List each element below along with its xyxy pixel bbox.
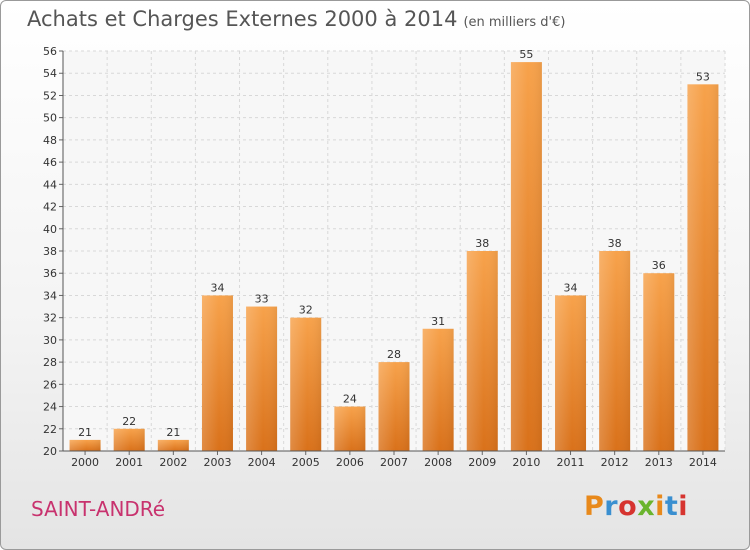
y-tick-label: 52 [43, 89, 57, 102]
logo-letter: o [618, 491, 638, 522]
bar-shade [555, 295, 587, 451]
data-label: 21 [78, 426, 92, 439]
bar-shade [290, 317, 322, 451]
bar-shade [643, 273, 675, 451]
y-tick-label: 32 [43, 312, 57, 325]
bar-shade [687, 84, 719, 451]
data-label: 33 [255, 293, 269, 306]
data-label: 38 [475, 237, 489, 250]
bar-shade [334, 406, 366, 451]
chart-title: Achats et Charges Externes 2000 à 2014 (e… [27, 7, 565, 31]
data-label: 28 [387, 348, 401, 361]
logo-letter: r [604, 491, 619, 522]
data-label: 22 [122, 415, 136, 428]
y-tick-label: 40 [43, 223, 57, 236]
bar-shade [201, 295, 233, 451]
logo-letter: i [678, 491, 689, 522]
x-tick-label: 2007 [380, 456, 408, 469]
x-tick-label: 2010 [512, 456, 540, 469]
y-tick-label: 34 [43, 289, 57, 302]
bars [69, 62, 719, 451]
x-tick-label: 2004 [248, 456, 276, 469]
x-tick-label: 2005 [292, 456, 320, 469]
y-tick-label: 54 [43, 67, 57, 80]
bar-shade [510, 62, 542, 451]
x-tick-label: 2003 [203, 456, 231, 469]
bar-shade [157, 439, 189, 451]
data-label: 32 [299, 304, 313, 317]
bar-shade [599, 251, 631, 451]
data-label: 55 [519, 48, 533, 61]
x-tick-label: 2008 [424, 456, 452, 469]
data-label: 34 [210, 281, 224, 294]
bar-shade [466, 251, 498, 451]
y-tick-label: 20 [43, 445, 57, 458]
y-tick-label: 30 [43, 334, 57, 347]
x-tick-label: 2006 [336, 456, 364, 469]
y-tick-label: 50 [43, 112, 57, 125]
y-tick-label: 56 [43, 45, 57, 58]
logo-letter: i [655, 491, 665, 522]
y-tick-label: 44 [43, 178, 57, 191]
y-tick-label: 36 [43, 267, 57, 280]
bar-shade [422, 328, 454, 451]
y-tick-label: 24 [43, 401, 57, 414]
logo-letter: P [584, 491, 605, 522]
x-tick-label: 2002 [159, 456, 187, 469]
x-tick-label: 2009 [468, 456, 496, 469]
x-tick-label: 2013 [645, 456, 673, 469]
y-tick-label: 28 [43, 356, 57, 369]
y-tick-label: 46 [43, 156, 57, 169]
commune-name: SAINT-ANDRé [31, 497, 166, 521]
chart-title-text: Achats et Charges Externes 2000 à 2014 [27, 7, 458, 31]
data-label: 53 [696, 70, 710, 83]
bar-shade [69, 439, 101, 451]
data-label: 34 [564, 281, 578, 294]
y-tick-label: 22 [43, 423, 57, 436]
proxiti-logo[interactable]: Proxiti [584, 491, 688, 522]
bar-shade [378, 362, 410, 451]
axes: 20 22 24 26 28 30 32 34 36 38 40 42 44 46 48 50 52 54 56 20… [43, 45, 725, 469]
labels: 21 22 21 34 33 32 24 28 31 38 55 34 38 36 53 [78, 48, 710, 439]
data-label: 21 [166, 426, 180, 439]
y-tick-label: 48 [43, 134, 57, 147]
bar-shade [246, 306, 278, 451]
data-label: 24 [343, 393, 357, 406]
x-tick-label: 2000 [71, 456, 99, 469]
x-tick-label: 2012 [601, 456, 629, 469]
chart-unit: (en milliers d'€) [463, 15, 566, 30]
x-tick-label: 2014 [689, 456, 717, 469]
data-label: 36 [652, 259, 666, 272]
data-label: 38 [608, 237, 622, 250]
logo-letter: t [664, 491, 679, 522]
y-tick-label: 42 [43, 201, 57, 214]
data-label: 31 [431, 315, 445, 328]
bar-shade [113, 428, 145, 451]
logo-letter: x [637, 491, 656, 522]
y-tick-label: 38 [43, 245, 57, 258]
x-tick-label: 2011 [557, 456, 585, 469]
x-tick-label: 2001 [115, 456, 143, 469]
y-tick-label: 26 [43, 378, 57, 391]
